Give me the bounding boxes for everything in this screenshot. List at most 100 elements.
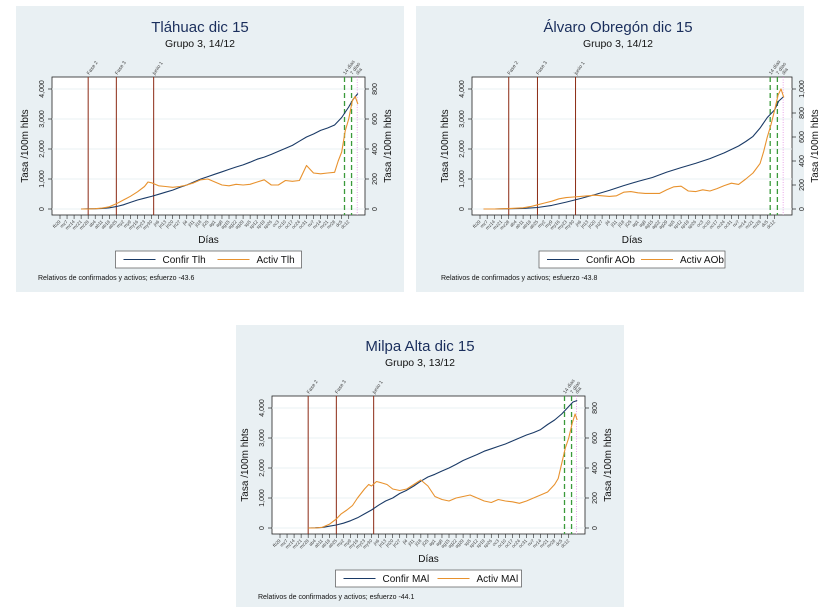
- y-right-tick-label: 0: [799, 207, 806, 211]
- x-tick-label: ab11: [514, 219, 525, 230]
- x-tick-label: sp26: [482, 538, 493, 549]
- y-left-tick-label: 0: [459, 207, 466, 211]
- x-tick-label: nv21: [319, 219, 330, 230]
- x-tick-label: oc3: [271, 219, 280, 228]
- chart-title: Tláhuac dic 15: [151, 19, 249, 36]
- x-tick-label: oc17: [504, 538, 515, 549]
- x-tick-label: dc12: [766, 219, 777, 230]
- x-tick-label: my30: [142, 219, 154, 231]
- x-tick-label: dc12: [560, 538, 571, 549]
- x-tick-label: sp12: [468, 538, 479, 549]
- x-tick-label: jn20: [384, 538, 395, 549]
- chart-panel-alvaro-obregon: Álvaro Obregón dic 15 Grupo 3, 14/12 0 1,00…: [416, 6, 821, 292]
- x-tick-label: jn13: [157, 219, 168, 230]
- x-tick-label: my2: [537, 219, 547, 229]
- x-tick-label: my2: [335, 538, 345, 548]
- x-tick-label: sp19: [255, 219, 266, 230]
- legend-active-label: Activ MAl: [477, 574, 519, 585]
- y-left-tick-label: 4,000: [39, 80, 46, 98]
- x-tick-label: jl25: [420, 538, 430, 548]
- event-line-label: Fase 3: [114, 60, 128, 76]
- x-tick-label: nv28: [751, 219, 762, 230]
- y-left-tick-label: 1,000: [259, 489, 266, 507]
- x-tick-label: jn6: [372, 538, 381, 547]
- y-right-tick-label: 600: [799, 131, 806, 143]
- x-tick-label: ag15: [643, 219, 654, 230]
- x-tick-label: my23: [135, 219, 147, 231]
- x-tick-label: ag22: [447, 538, 458, 549]
- x-tick-label: jn20: [586, 219, 597, 230]
- x-tick-label: nv7: [732, 219, 741, 228]
- event-line-label: junio 1: [573, 60, 587, 77]
- x-tick-label: sp5: [463, 538, 472, 547]
- x-tick-label: nv28: [546, 538, 557, 549]
- x-tick-label: jn27: [391, 538, 402, 549]
- y-right-tick-label: 400: [799, 155, 806, 167]
- x-tick-label: nv21: [539, 538, 550, 549]
- x-tick-label: fb29: [472, 219, 482, 229]
- x-tick-label: oc10: [496, 538, 507, 549]
- plot-area: [271, 395, 586, 535]
- event-line-label: Fase 2: [86, 60, 100, 76]
- x-tick-label: oc10: [701, 219, 712, 230]
- x-tick-label: jl25: [200, 219, 210, 229]
- chart-svg: Álvaro Obregón dic 15 Grupo 3, 14/12 0 1,00…: [440, 19, 821, 282]
- x-tick-label: mz21: [291, 538, 303, 550]
- x-tick-label: jl18: [616, 219, 626, 229]
- x-tick-label: sp26: [687, 219, 698, 230]
- y-left-tick-label: 4,000: [259, 399, 266, 417]
- x-tick-label: ag29: [454, 538, 465, 549]
- x-tick-label: nv14: [312, 219, 323, 230]
- x-tick-label: oc10: [276, 219, 287, 230]
- y-right-tick-label: 600: [372, 113, 379, 125]
- y-left-tick-label: 1,000: [459, 170, 466, 188]
- today-line-label: día: [574, 386, 583, 395]
- y-left-tick-label: 3,000: [259, 429, 266, 447]
- series-confirmed-line: [308, 399, 578, 529]
- x-tick-label: my9: [544, 219, 554, 229]
- x-tick-label: my16: [128, 219, 140, 231]
- y-right-tick-label: 400: [592, 462, 599, 474]
- x-tick-label: mz14: [64, 219, 76, 231]
- legend-box: [335, 569, 522, 588]
- x-tick-label: jl11: [406, 538, 415, 547]
- x-tick-label: oc24: [291, 219, 302, 230]
- x-tick-label: my23: [355, 538, 367, 550]
- x-tick-label: my9: [122, 219, 132, 229]
- x-tick-label: ag22: [227, 219, 238, 230]
- y-left-tick-label: 2,000: [259, 459, 266, 477]
- x-tick-label: oc24: [715, 219, 726, 230]
- legend-confirmed-label: Confir AOb: [586, 255, 635, 266]
- legend-box: [115, 250, 302, 269]
- x-tick-label: my16: [549, 219, 561, 231]
- x-tick-label: ab11: [313, 538, 324, 549]
- chart-svg: Milpa Alta dic 15 Grupo 3, 13/12 0 1,000 2,0…: [240, 338, 614, 601]
- x-tick-label: jn13: [377, 538, 388, 549]
- x-tick-label: ag22: [651, 219, 662, 230]
- x-tick-label: my9: [342, 538, 352, 548]
- y-left-tick-label: 2,000: [459, 140, 466, 158]
- today-line-label: día: [781, 67, 790, 76]
- x-tick-label: mz14: [284, 538, 296, 550]
- x-tick-label: ag15: [440, 538, 451, 549]
- x-tick-label: ab18: [521, 219, 532, 230]
- x-tick-label: ag8: [215, 219, 224, 228]
- y-right-tick-label: 200: [799, 179, 806, 191]
- x-tick-label: my2: [115, 219, 125, 229]
- x-tick-label: oc31: [518, 538, 529, 549]
- x-tick-label: oc17: [708, 219, 719, 230]
- chart-panel-milpa-alta: Milpa Alta dic 15 Grupo 3, 13/12 0 1,000 2,0…: [236, 325, 624, 607]
- y-left-tick-label: 2,000: [39, 140, 46, 158]
- x-tick-label: ag1: [428, 538, 437, 547]
- x-tick-label: mz7: [279, 538, 289, 548]
- event-line-label: Fase 2: [506, 60, 520, 76]
- y-right-tick-label: 200: [372, 173, 379, 185]
- x-tick-label: ab25: [107, 219, 118, 230]
- x-tick-label: oc24: [511, 538, 522, 549]
- y-right-tick-label: 200: [592, 492, 599, 504]
- chart-title: Álvaro Obregón dic 15: [543, 19, 692, 36]
- legend-confirmed-label: Confir MAl: [383, 574, 430, 585]
- y-right-axis-label: Tasa /100m hbts: [603, 428, 614, 501]
- x-tick-label: jl4: [604, 219, 612, 227]
- x-tick-label: sp26: [262, 219, 273, 230]
